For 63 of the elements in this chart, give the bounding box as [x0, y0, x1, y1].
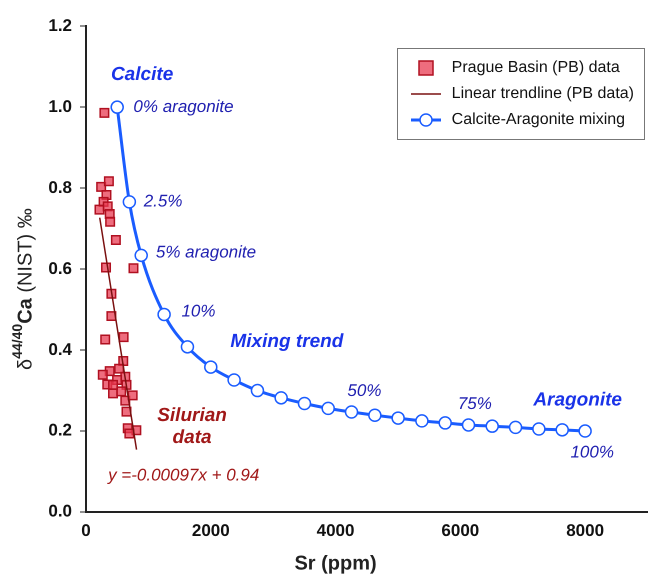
annotation: y =-0.00097x + 0.94	[107, 465, 260, 484]
x-axis-title: Sr (ppm)	[294, 552, 377, 575]
annotation: Aragonite	[532, 390, 622, 410]
y-tick-label: 1.2	[48, 16, 72, 35]
legend-label: Calcite-Aragonite mixing	[452, 110, 626, 130]
point	[99, 108, 110, 118]
point	[462, 418, 476, 432]
annotation: 0% aragonite	[133, 96, 234, 116]
point	[485, 419, 499, 433]
point	[227, 373, 241, 387]
point	[116, 386, 126, 396]
point	[104, 176, 114, 186]
point	[157, 308, 171, 322]
point	[124, 428, 134, 438]
point	[110, 234, 121, 245]
annotation: 2.5%	[142, 192, 182, 211]
point	[105, 216, 116, 227]
point	[344, 405, 358, 419]
annotation: Silurian data	[157, 405, 227, 448]
y-axis-title: δ44/40Ca (NIST) ‰	[8, 208, 37, 370]
point	[128, 263, 138, 274]
annotation: Calcite	[110, 64, 174, 86]
y-tick-label: 1.0	[48, 96, 72, 116]
point	[274, 391, 288, 405]
point	[110, 100, 124, 114]
point	[532, 422, 546, 436]
point	[100, 334, 110, 345]
point	[391, 411, 405, 425]
y-tick-label: 0.4	[48, 340, 73, 359]
x-tick-label: 2000	[192, 520, 230, 540]
y-tick-label: 0.0	[48, 502, 72, 521]
annotation: 10%	[181, 302, 216, 321]
point	[108, 380, 118, 390]
point	[122, 195, 136, 209]
point	[368, 408, 382, 422]
point	[555, 423, 569, 437]
point	[180, 340, 194, 354]
point	[118, 332, 129, 342]
point	[438, 416, 452, 430]
annotation: 75%	[458, 394, 492, 414]
annotation: Mixing trend	[230, 331, 344, 352]
y-tick-label: 0.2	[48, 420, 72, 440]
x-tick-label: 6000	[441, 520, 480, 540]
legend-label: Linear trendline (PB data)	[452, 84, 634, 104]
point	[250, 384, 264, 398]
x-tick-label: 4000	[316, 520, 354, 540]
point	[134, 248, 148, 262]
x-tick-label: 8000	[566, 520, 604, 540]
point	[128, 390, 138, 400]
point	[508, 420, 522, 434]
annotation: 100%	[570, 442, 614, 462]
point	[415, 414, 429, 428]
y-tick-label: 0.8	[48, 178, 72, 197]
x-tick-label: 0	[81, 520, 91, 540]
point	[98, 370, 108, 380]
annotation: 5% aragonite	[156, 242, 256, 262]
point	[578, 424, 592, 438]
y-tick-label: 0.6	[48, 258, 72, 278]
legend-label: Prague Basin (PB) data	[452, 58, 620, 78]
annotation: 50%	[347, 381, 382, 400]
point	[298, 396, 312, 410]
point	[204, 360, 218, 374]
point	[321, 402, 335, 416]
